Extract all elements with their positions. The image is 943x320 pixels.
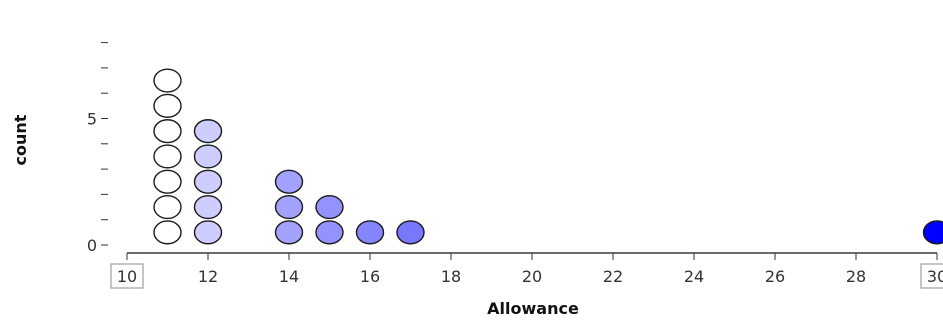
x-tick-label: 26 [765, 267, 785, 286]
x-tick-label: 16 [360, 267, 380, 286]
data-point[interactable] [316, 221, 343, 244]
x-tick-label: 20 [522, 267, 542, 286]
x-tick-label: 18 [441, 267, 461, 286]
x-tick-label: 22 [603, 267, 623, 286]
data-point[interactable] [924, 221, 943, 244]
data-point[interactable] [154, 69, 181, 92]
data-point[interactable] [195, 120, 222, 143]
data-point[interactable] [154, 196, 181, 219]
y-tick-label: 0 [87, 236, 97, 255]
y-axis: 05 [87, 43, 108, 255]
data-point[interactable] [276, 221, 303, 244]
data-point[interactable] [154, 221, 181, 244]
data-point[interactable] [195, 170, 222, 193]
x-tick-label: 24 [684, 267, 704, 286]
data-points [154, 69, 943, 244]
x-axis: 10 12 14 16 18 20 22 24 26 28 30 [111, 253, 943, 288]
x-tick-label: 10 [117, 267, 137, 286]
data-point[interactable] [195, 221, 222, 244]
x-tick-label: 14 [279, 267, 299, 286]
data-point[interactable] [154, 145, 181, 168]
y-tick-label: 5 [87, 110, 97, 129]
x-tick-label: 28 [846, 267, 866, 286]
x-tick-label: 30 [927, 267, 943, 286]
data-point[interactable] [357, 221, 384, 244]
y-axis-title: count [11, 114, 30, 165]
data-point[interactable] [276, 170, 303, 193]
x-tick-label: 12 [198, 267, 218, 286]
x-axis-title: Allowance [487, 299, 579, 318]
data-point[interactable] [397, 221, 424, 244]
data-point[interactable] [195, 196, 222, 219]
data-point[interactable] [154, 120, 181, 143]
data-point[interactable] [276, 196, 303, 219]
data-point[interactable] [154, 170, 181, 193]
data-point[interactable] [316, 196, 343, 219]
data-point[interactable] [195, 145, 222, 168]
data-point[interactable] [154, 94, 181, 117]
